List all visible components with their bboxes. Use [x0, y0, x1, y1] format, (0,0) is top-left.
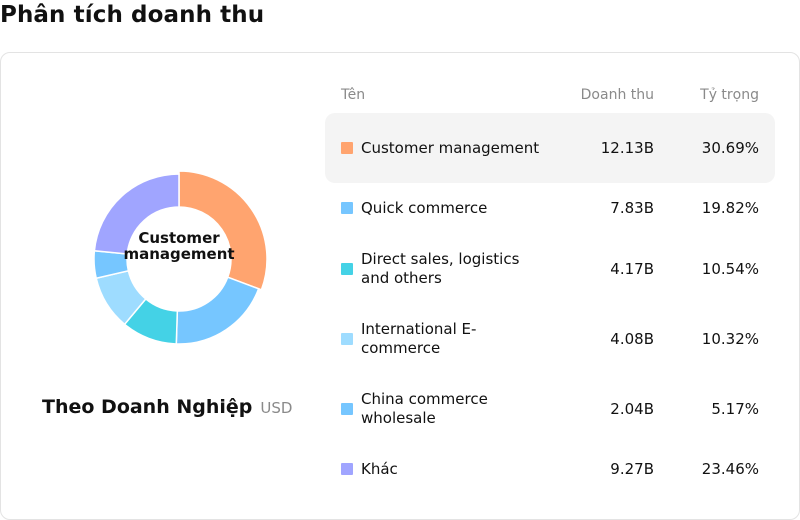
row-share: 23.46% — [701, 460, 759, 478]
caption-title: Theo Doanh Nghiệp — [42, 396, 253, 418]
donut-slice[interactable] — [93, 173, 180, 255]
row-revenue: 4.08B — [610, 330, 654, 348]
header-revenue: Doanh thu — [580, 87, 654, 103]
header-share: Tỷ trọng — [700, 87, 759, 103]
chart-caption: Theo Doanh Nghiệp USD — [42, 396, 292, 418]
donut-slice[interactable] — [178, 170, 268, 291]
header-name: Tên — [341, 87, 366, 103]
legend-swatch — [341, 333, 353, 345]
row-name: Direct sales, logistics and others — [361, 250, 520, 287]
table-row[interactable]: Direct sales, logistics and others 4.17B 1… — [325, 234, 775, 304]
legend-swatch — [341, 263, 353, 275]
row-revenue: 4.17B — [610, 260, 654, 278]
donut-svg — [93, 170, 268, 345]
donut-slice[interactable] — [175, 276, 260, 345]
row-share: 10.32% — [701, 330, 759, 348]
table-row[interactable]: China commerce wholesale 2.04B 5.17% — [325, 374, 775, 444]
row-share: 5.17% — [711, 400, 759, 418]
row-name: China commerce wholesale — [361, 390, 488, 427]
row-revenue: 9.27B — [610, 460, 654, 478]
row-name: Customer management — [361, 138, 540, 157]
row-name: Quick commerce — [361, 198, 488, 217]
table-row[interactable]: International E-commerce 4.08B 10.32% — [325, 304, 775, 374]
row-share: 10.54% — [701, 260, 759, 278]
legend-swatch — [341, 142, 353, 154]
row-share: 19.82% — [701, 199, 759, 217]
row-revenue: 2.04B — [610, 400, 654, 418]
donut-chart: Customer management — [90, 170, 268, 348]
table-row[interactable]: Quick commerce 7.83B 19.82% — [325, 173, 775, 243]
table-row[interactable]: Khác 9.27B 23.46% — [325, 434, 775, 504]
row-revenue: 12.13B — [600, 139, 654, 157]
donut-center-label: Customer management — [123, 229, 235, 263]
row-share: 30.69% — [701, 139, 759, 157]
table-row[interactable]: Customer management 12.13B 30.69% — [325, 113, 775, 183]
row-name: Khác — [361, 459, 398, 478]
legend-swatch — [341, 463, 353, 475]
row-revenue: 7.83B — [610, 199, 654, 217]
row-name: International E-commerce — [361, 320, 477, 357]
legend-swatch — [341, 403, 353, 415]
legend-swatch — [341, 202, 353, 214]
caption-unit: USD — [260, 399, 293, 417]
page-title: Phân tích doanh thu — [0, 2, 265, 28]
